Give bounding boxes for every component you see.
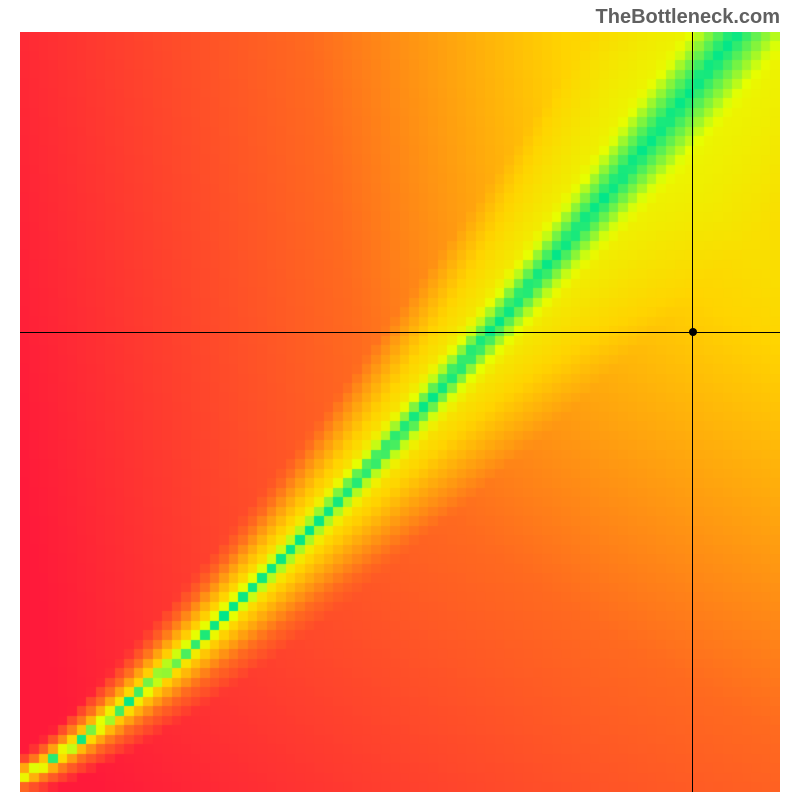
heatmap-canvas (20, 32, 780, 792)
heatmap-plot (20, 32, 780, 792)
chart-container: TheBottleneck.com (0, 0, 800, 800)
crosshair-horizontal (20, 332, 780, 333)
crosshair-marker (689, 328, 697, 336)
crosshair-vertical (692, 32, 693, 792)
attribution-text: TheBottleneck.com (596, 6, 780, 29)
